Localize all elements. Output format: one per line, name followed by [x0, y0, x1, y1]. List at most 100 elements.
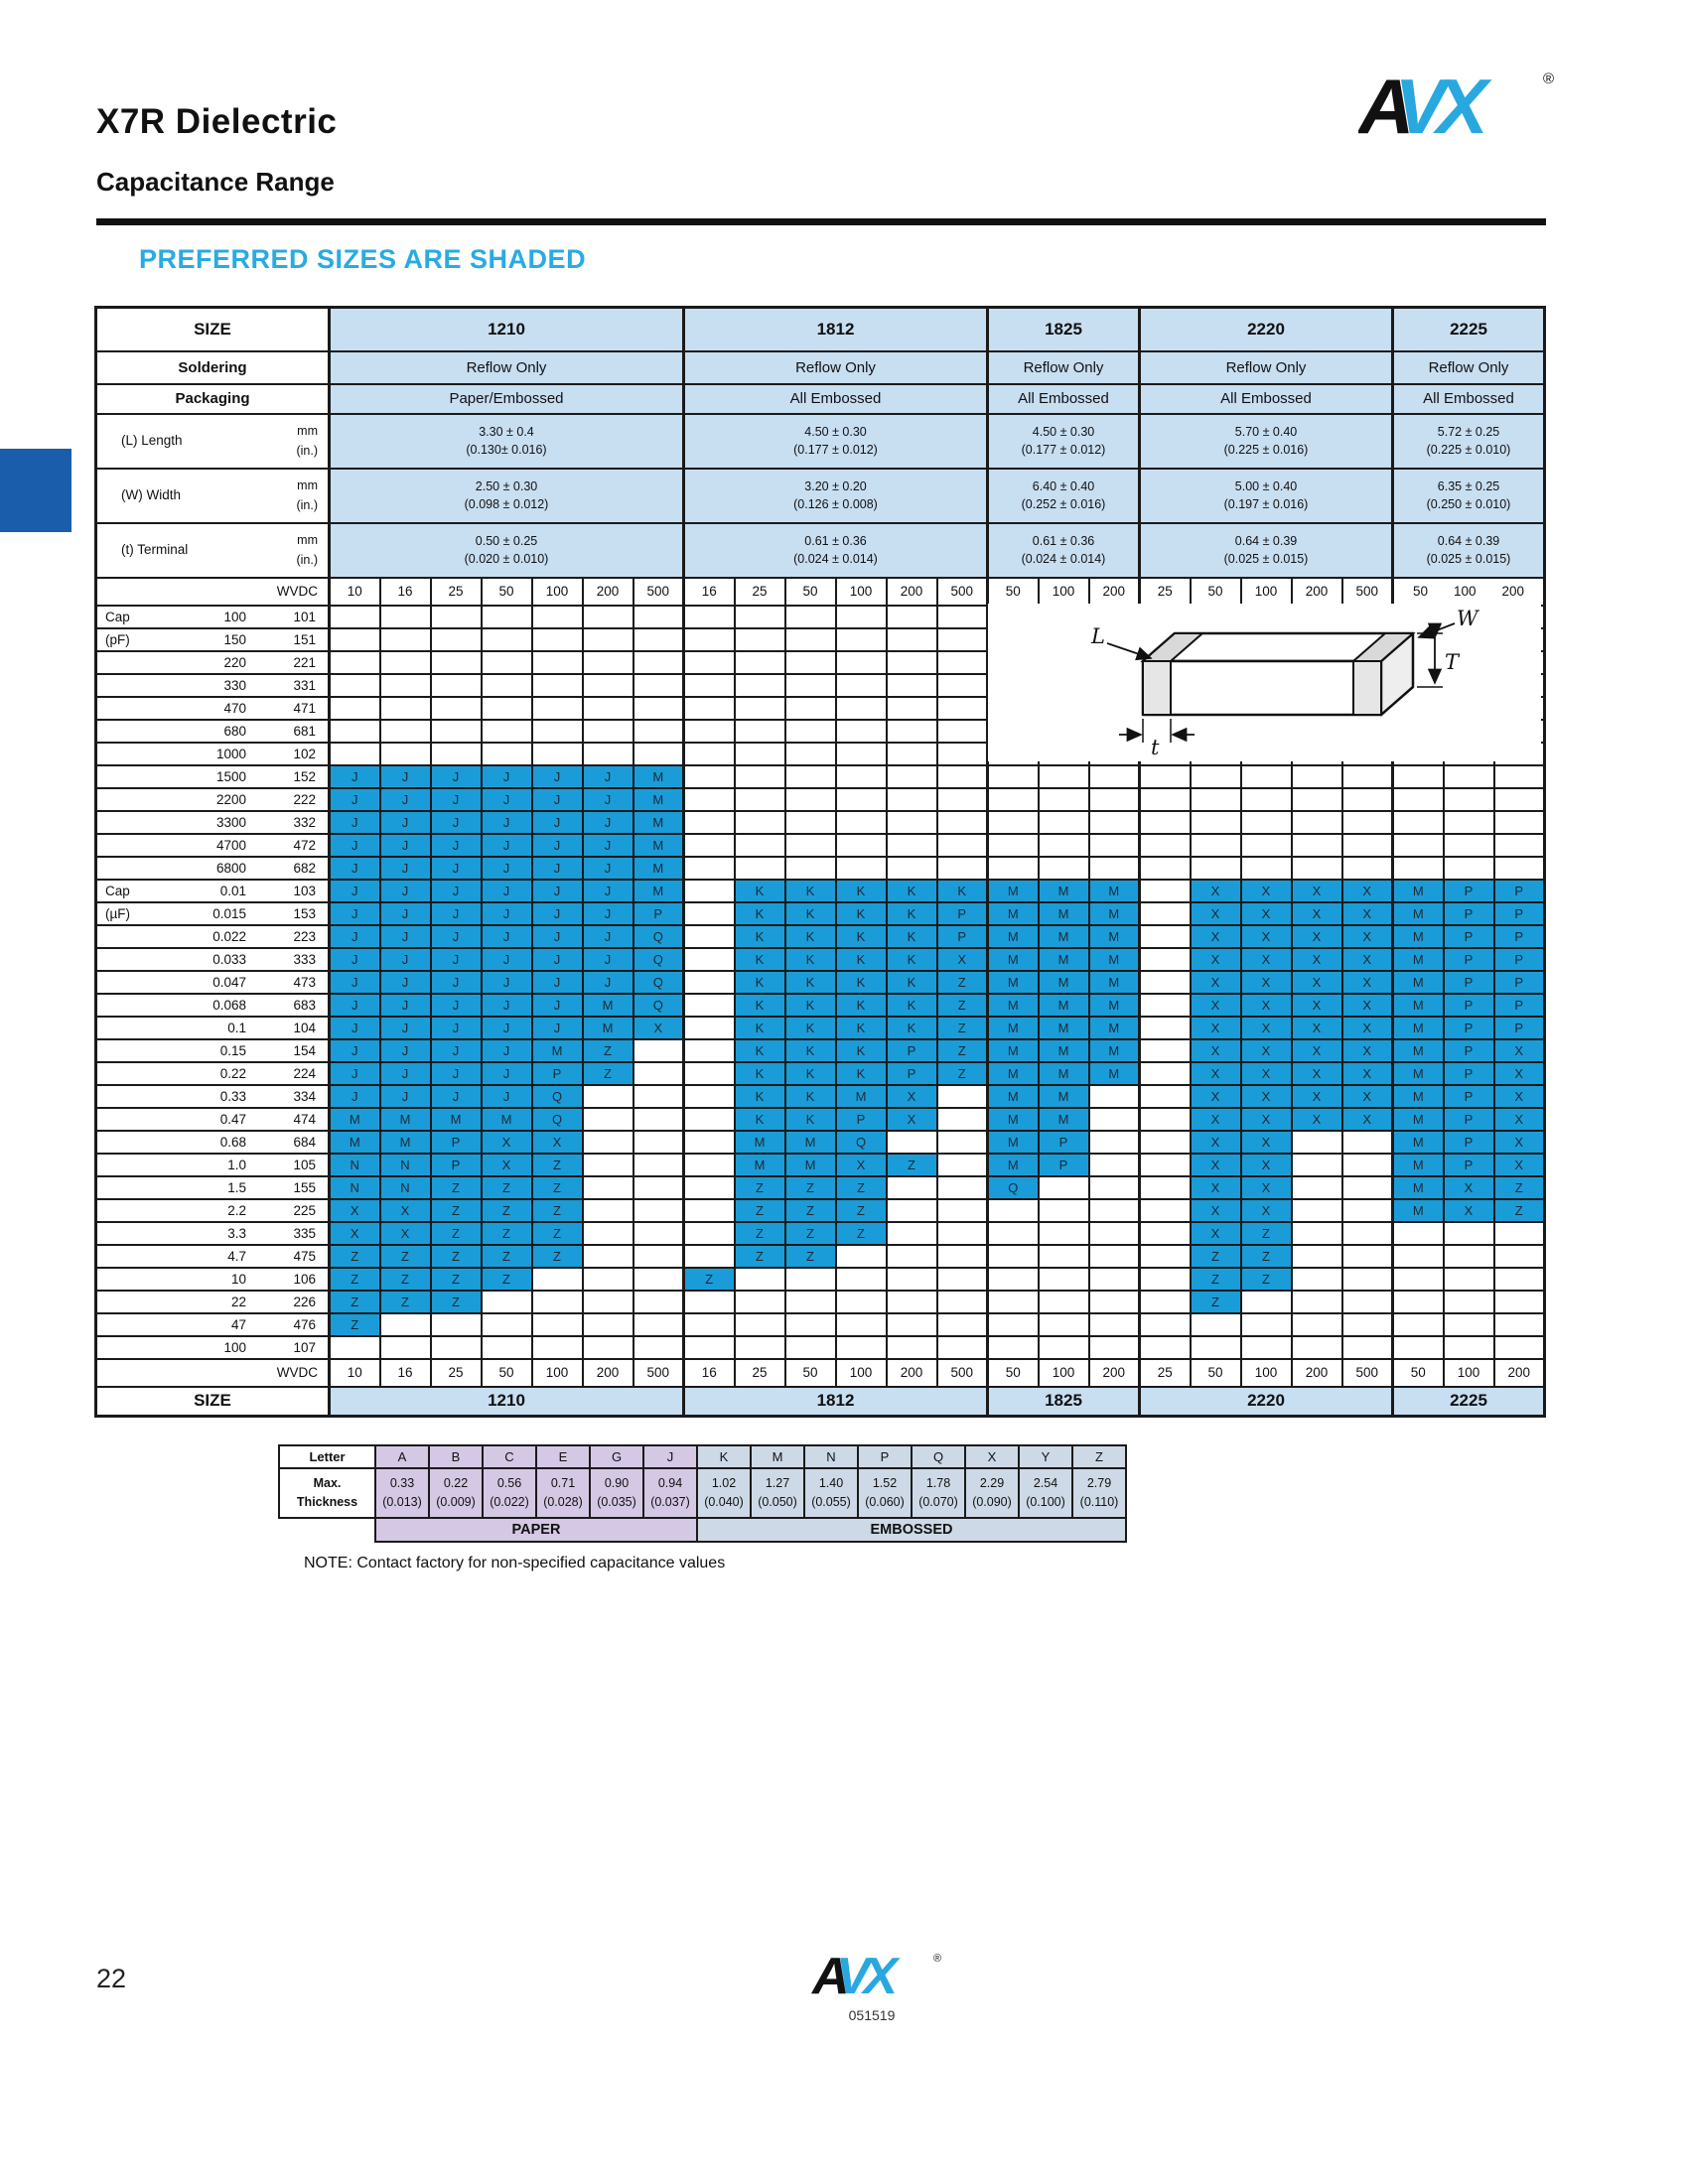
- preferred-size-cell: M: [1087, 923, 1141, 949]
- preferred-size-cell: M: [986, 1015, 1040, 1040]
- empty-cell: [1239, 763, 1293, 789]
- preferred-size-cell: M: [1391, 992, 1445, 1018]
- empty-cell: [834, 672, 888, 698]
- wvdc-value: 25: [733, 576, 786, 607]
- empty-cell: [1087, 1174, 1141, 1200]
- preferred-size-cell: K: [885, 946, 938, 972]
- empty-cell: [1037, 809, 1090, 835]
- size-label: SIZE: [94, 306, 331, 352]
- max-thickness-label: Max. Thickness: [278, 1467, 376, 1519]
- preferred-size-cell: X: [1492, 1106, 1546, 1132]
- preferred-size-cell: J: [480, 855, 533, 881]
- empty-cell: [783, 1311, 837, 1337]
- wvdc-value: 100: [1037, 1357, 1090, 1388]
- preferred-size-cell: M: [1391, 946, 1445, 972]
- preferred-size-cell: Z: [834, 1197, 888, 1223]
- cap-row-label: 3.3 335: [94, 1220, 331, 1246]
- empty-cell: [1138, 900, 1192, 926]
- empty-cell: [530, 1311, 584, 1337]
- preferred-size-cell: J: [328, 1037, 381, 1063]
- preferred-size-cell: M: [632, 832, 685, 858]
- cap-row-label: 0.68 684: [94, 1129, 331, 1155]
- preferred-size-cell: X: [1239, 1106, 1293, 1132]
- cap-code: 155: [293, 1179, 316, 1195]
- preferred-size-cell: M: [986, 992, 1040, 1018]
- empty-cell: [986, 763, 1040, 789]
- unit-in: (in.): [296, 553, 318, 568]
- thickness-in: (0.100): [1026, 1495, 1065, 1509]
- letter-G: G: [589, 1444, 644, 1469]
- empty-cell: [1037, 1243, 1090, 1269]
- wvdc-value: 25: [429, 1357, 483, 1388]
- empty-cell: [1138, 969, 1192, 995]
- preferred-size-cell: X: [1340, 923, 1394, 949]
- preferred-size-cell: P: [1442, 1037, 1495, 1063]
- preferred-size-cell: J: [378, 946, 432, 972]
- cap-row: 0.047 473 J J J J J J Q K K K K Z M M M X X X X M P P: [94, 969, 1546, 995]
- cap-value: 100: [223, 1339, 246, 1355]
- empty-cell: [1442, 855, 1495, 881]
- empty-cell: [1340, 1129, 1394, 1155]
- cap-row-label: 6800 682: [94, 855, 331, 881]
- empty-cell: [682, 878, 736, 903]
- dim-name: (W) Width: [121, 487, 181, 503]
- preferred-size-cell: M: [1391, 923, 1445, 949]
- preferred-size-cell: X: [1189, 1152, 1242, 1177]
- wvdc-value: 50: [986, 1357, 1040, 1388]
- empty-cell: [1189, 763, 1242, 789]
- cap-row: 22 226 Z Z Z Z: [94, 1289, 1546, 1314]
- preferred-size-cell: M: [1037, 1037, 1090, 1063]
- empty-cell: [783, 604, 837, 629]
- empty-cell: [581, 1220, 634, 1246]
- dim-value-1210: 2.50 ± 0.30 (0.098 ± 0.012): [328, 467, 685, 524]
- preferred-size-cell: Q: [530, 1083, 584, 1109]
- preferred-size-cell: P: [1442, 1083, 1495, 1109]
- preferred-size-cell: Q: [632, 946, 685, 972]
- empty-cell: [1189, 809, 1242, 835]
- main-table-wrap: SIZE 1210 1812 1825 2220 2225 Soldering Reflow …: [94, 306, 1546, 1418]
- preferred-size-cell: X: [1492, 1060, 1546, 1086]
- preferred-size-cell: X: [885, 1106, 938, 1132]
- preferred-size-cell: K: [783, 1083, 837, 1109]
- preferred-size-cell: P: [1492, 878, 1546, 903]
- cap-row-label: Cap 0.01 103: [94, 878, 331, 903]
- preferred-size-cell: Z: [783, 1197, 837, 1223]
- page-title: X7R Dielectric: [96, 102, 338, 141]
- empty-cell: [885, 649, 938, 675]
- preferred-size-cell: M: [1037, 946, 1090, 972]
- empty-cell: [1290, 1129, 1343, 1155]
- empty-cell: [1087, 1243, 1141, 1269]
- empty-cell: [733, 626, 786, 652]
- size-value-1812: 1812: [682, 306, 989, 352]
- dim-in: (0.098 ± 0.012): [464, 497, 549, 511]
- empty-cell: [581, 1106, 634, 1132]
- preferred-size-cell: X: [1492, 1083, 1546, 1109]
- thickness-mm: 2.79: [1086, 1476, 1112, 1491]
- cap-row-label: 1.0 105: [94, 1152, 331, 1177]
- preferred-size-cell: J: [378, 992, 432, 1018]
- empty-cell: [682, 1174, 736, 1200]
- preferred-size-cell: X: [378, 1197, 432, 1223]
- dim-mm: 2.50 ± 0.30: [475, 478, 538, 493]
- cap-value: 3.3: [227, 1225, 246, 1241]
- dim-value-2220: 5.00 ± 0.40 (0.197 ± 0.016): [1138, 467, 1394, 524]
- cap-code: 102: [293, 746, 316, 761]
- preferred-size-cell: M: [1391, 1129, 1445, 1155]
- soldering-1825: Reflow Only: [986, 349, 1141, 385]
- preferred-size-cell: Z: [733, 1220, 786, 1246]
- chip-diagram: L W T t: [986, 604, 1541, 761]
- dimension-row: (W) Width mm (in.) 2.50 ± 0.30 (0.098 ± 0.01…: [94, 467, 1546, 524]
- preferred-size-cell: J: [530, 855, 584, 881]
- cap-value: 0.015: [212, 905, 246, 921]
- empty-cell: [986, 1220, 1040, 1246]
- wvdc-value: 200: [1290, 576, 1343, 607]
- preferred-size-cell: X: [1340, 1106, 1394, 1132]
- preferred-size-cell: Z: [1239, 1266, 1293, 1292]
- empty-cell: [1087, 1106, 1141, 1132]
- empty-cell: [783, 786, 837, 812]
- preferred-size-cell: M: [632, 855, 685, 881]
- empty-cell: [682, 969, 736, 995]
- wvdc-value: 200: [581, 1357, 634, 1388]
- empty-cell: [632, 626, 685, 652]
- empty-cell: [935, 809, 989, 835]
